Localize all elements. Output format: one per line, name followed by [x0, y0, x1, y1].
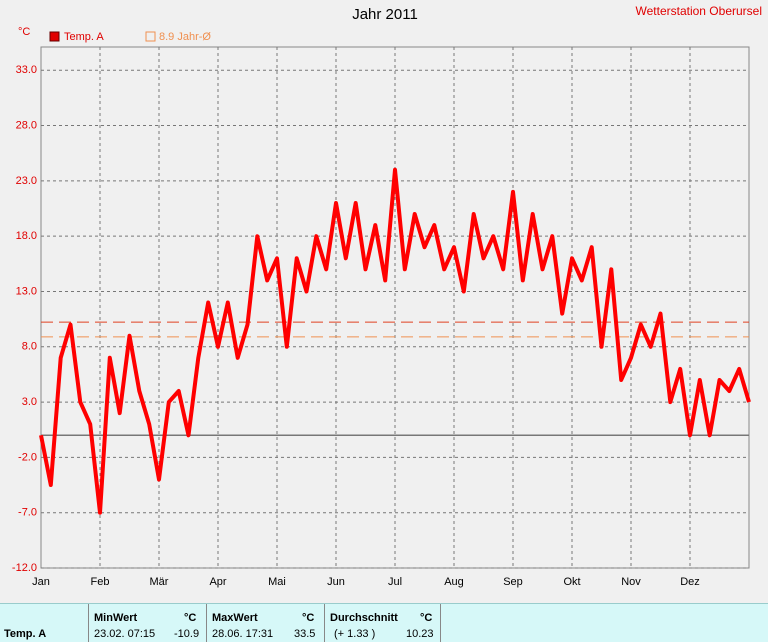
header: MaxWert — [212, 612, 258, 624]
row-label: Temp. A — [4, 628, 47, 640]
y-tick-label: 3.0 — [22, 396, 37, 408]
cell: 10.23 — [406, 628, 434, 640]
y-tick-label: -7.0 — [18, 507, 37, 519]
y-tick-label: 8.0 — [22, 341, 37, 353]
y-tick-label: 23.0 — [16, 175, 37, 187]
station: Wetterstation Oberursel — [636, 4, 763, 18]
legend-label: Temp. A — [64, 31, 104, 43]
legend-swatch — [49, 31, 60, 42]
x-tick-label: Mai — [268, 576, 286, 588]
x-tick-label: Mär — [150, 576, 169, 588]
x-tick-label: Nov — [621, 576, 641, 588]
y-tick-label: 18.0 — [16, 230, 37, 242]
x-tick-label: Apr — [209, 576, 226, 588]
x-tick-label: Feb — [91, 576, 110, 588]
x-tick-label: Sep — [503, 576, 523, 588]
x-tick-label: Jun — [327, 576, 345, 588]
legend-swatch — [145, 31, 156, 42]
header: °C — [184, 612, 197, 624]
x-tick-label: Jul — [388, 576, 402, 588]
y-label: °C — [18, 26, 30, 38]
header: Durchschnitt — [330, 612, 398, 624]
x-tick-label: Aug — [444, 576, 464, 588]
header: °C — [302, 612, 315, 624]
y-tick-label: 28.0 — [16, 119, 37, 131]
cell: 23.02. 07:15 — [94, 628, 156, 640]
y-tick-label: 33.0 — [16, 64, 37, 76]
cell: 28.06. 17:31 — [212, 628, 274, 640]
temp-line — [39, 167, 751, 515]
x-tick-label: Dez — [680, 576, 700, 588]
cell: 33.5 — [294, 628, 316, 640]
cell: -10.9 — [174, 628, 200, 640]
y-tick-label: -12.0 — [12, 562, 37, 574]
y-tick-label: -2.0 — [18, 451, 37, 463]
x-tick-label: Okt — [563, 576, 580, 588]
stats-table: Temp. A MinWert °C MaxWert °C Durchschni… — [0, 603, 768, 642]
x-tick-label: Jan — [32, 576, 50, 588]
legend-label: 8.9 Jahr-Ø — [159, 31, 211, 43]
chart-title: Jahr 2011 — [352, 6, 418, 23]
header: MinWert — [94, 612, 138, 624]
chart: Jahr 2011 Wetterstation Oberursel °C Tem… — [12, 4, 763, 588]
header: °C — [420, 612, 433, 624]
cell: (+ 1.33 ) — [334, 628, 376, 640]
y-tick-label: 13.0 — [16, 285, 37, 297]
